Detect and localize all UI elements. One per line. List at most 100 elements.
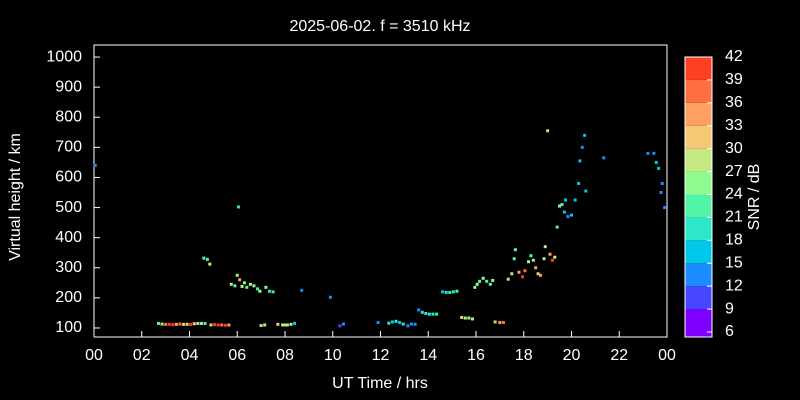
y-tick-label: 600 bbox=[55, 169, 82, 186]
data-point bbox=[536, 272, 540, 276]
data-point bbox=[387, 321, 391, 325]
data-point bbox=[577, 181, 581, 185]
data-point bbox=[548, 252, 552, 256]
data-point bbox=[583, 133, 587, 137]
data-point bbox=[529, 254, 533, 258]
colorbar-segment bbox=[685, 217, 712, 241]
data-point bbox=[276, 322, 280, 326]
data-point bbox=[488, 282, 492, 286]
data-point bbox=[573, 198, 577, 202]
y-tick-label: 1000 bbox=[46, 48, 82, 65]
data-point bbox=[538, 273, 542, 277]
data-point bbox=[338, 324, 342, 328]
data-point bbox=[235, 273, 239, 277]
data-point bbox=[652, 151, 656, 155]
data-point bbox=[258, 289, 262, 293]
data-point bbox=[663, 206, 667, 210]
colorbar-segment bbox=[685, 171, 712, 195]
y-tick-label: 300 bbox=[55, 259, 82, 276]
data-point bbox=[460, 315, 464, 319]
data-point bbox=[233, 284, 237, 288]
data-point bbox=[531, 258, 535, 262]
data-point bbox=[481, 276, 485, 280]
data-point bbox=[523, 269, 527, 273]
data-point bbox=[242, 281, 246, 285]
y-tick-label: 900 bbox=[55, 78, 82, 95]
data-point bbox=[203, 321, 207, 325]
data-point bbox=[281, 323, 285, 327]
data-point bbox=[485, 279, 489, 283]
x-tick-label: 00 bbox=[658, 347, 676, 364]
colorbar-segment bbox=[685, 57, 712, 80]
data-point bbox=[199, 321, 203, 325]
data-point bbox=[659, 191, 663, 195]
y-tick-label: 700 bbox=[55, 139, 82, 156]
data-point bbox=[493, 320, 497, 324]
colorbar-segment bbox=[685, 102, 712, 126]
colorbar-tick-label: 36 bbox=[725, 94, 743, 111]
data-point bbox=[513, 248, 517, 252]
data-point bbox=[192, 322, 196, 326]
x-tick-label: 04 bbox=[181, 347, 199, 364]
data-point bbox=[293, 321, 297, 325]
colorbar-segment bbox=[685, 79, 712, 103]
data-point bbox=[463, 316, 467, 320]
data-point bbox=[570, 213, 573, 217]
colorbar-tick-label: 42 bbox=[725, 48, 743, 65]
colorbar-tick-label: 6 bbox=[725, 323, 734, 340]
data-point bbox=[546, 129, 550, 133]
data-point bbox=[478, 279, 482, 283]
data-point bbox=[164, 322, 168, 326]
data-point bbox=[202, 256, 206, 260]
colorbar-tick-label: 24 bbox=[725, 186, 743, 203]
data-point bbox=[555, 225, 559, 229]
data-point bbox=[156, 321, 160, 325]
data-point bbox=[527, 260, 531, 264]
data-point bbox=[580, 145, 584, 149]
data-point bbox=[657, 166, 661, 170]
data-point bbox=[501, 321, 505, 325]
data-point bbox=[398, 321, 402, 325]
y-tick-label: 500 bbox=[55, 199, 82, 216]
data-point bbox=[341, 322, 345, 326]
data-point bbox=[420, 310, 424, 314]
colorbar-tick-label: 27 bbox=[725, 163, 743, 180]
data-point bbox=[267, 289, 271, 293]
x-tick-label: 08 bbox=[276, 347, 294, 364]
data-point bbox=[424, 312, 428, 316]
colorbar-segment bbox=[685, 194, 712, 218]
data-point bbox=[435, 312, 439, 316]
data-point bbox=[560, 203, 564, 207]
data-point bbox=[413, 322, 417, 326]
data-point bbox=[475, 282, 479, 286]
data-point bbox=[189, 322, 193, 326]
x-tick-label: 00 bbox=[85, 347, 103, 364]
data-point bbox=[285, 323, 289, 327]
data-point bbox=[376, 321, 380, 325]
data-point bbox=[256, 287, 260, 291]
data-point bbox=[401, 322, 405, 326]
data-point bbox=[263, 323, 267, 327]
data-point bbox=[220, 323, 224, 327]
data-point bbox=[521, 275, 525, 279]
colorbar-segment bbox=[685, 148, 712, 172]
data-point bbox=[646, 151, 650, 155]
data-point bbox=[542, 257, 546, 261]
data-point bbox=[236, 205, 240, 209]
colorbar-tick-label: 30 bbox=[725, 140, 743, 157]
data-point bbox=[178, 322, 182, 326]
data-point bbox=[506, 277, 510, 281]
data-point bbox=[534, 266, 538, 270]
x-axis-label: UT Time / hrs bbox=[332, 375, 428, 392]
colorbar-tick-label: 18 bbox=[725, 232, 743, 249]
data-point bbox=[252, 284, 256, 288]
data-point bbox=[417, 308, 421, 312]
colorbar-tick-label: 12 bbox=[725, 277, 743, 294]
data-point bbox=[390, 320, 394, 324]
data-point bbox=[283, 323, 287, 327]
data-point bbox=[512, 257, 516, 261]
y-tick-label: 400 bbox=[55, 229, 82, 246]
data-point bbox=[451, 290, 455, 294]
data-point bbox=[93, 163, 97, 167]
